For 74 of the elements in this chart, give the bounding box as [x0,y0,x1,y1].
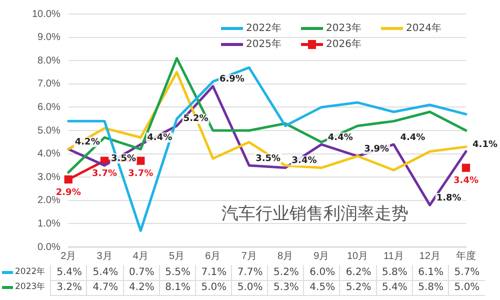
text: 汽车行业销售利润率走势 [221,204,408,224]
legend-label: 2022年 [246,22,282,35]
x-tick-label: 11月 [384,250,404,262]
data-label: 5.8% [376,265,413,281]
data-label: 4.7% [86,280,124,296]
data-label: 5.5% [158,265,196,281]
annotation: 4.4% [400,132,426,143]
annotation: 3.7% [128,169,154,180]
data-label: 5.0% [194,280,232,296]
annotation: 3.4% [454,176,478,186]
annotation: 3.7% [92,169,117,180]
legend-label: 2024年 [406,22,442,35]
data-label: 7.1% [194,265,232,281]
y-tick-label: 5.0% [38,125,60,136]
x-tick-label: 10月 [346,250,368,262]
x-tick-label: 9月 [314,250,330,262]
x-tick-label: 3月 [96,250,112,262]
annotation: 4.2% [74,137,100,148]
data-label: 4.5% [303,280,340,296]
y-tick-label: 3.0% [38,172,60,183]
annotation: 1.8% [436,193,462,204]
x-tick-label: 12月 [419,250,440,262]
annotation: 3.5% [111,154,136,164]
data-label: 6.2% [339,265,377,281]
annotation: 4.4% [328,132,353,143]
data-label: 5.0% [448,280,486,296]
y-tick-label: 9.0% [38,32,60,44]
annotation: 3.4% [292,156,317,166]
data-label: 5.4% [50,265,88,281]
data-label: 5.8% [412,280,449,296]
y-tick-label: 0.0% [38,242,60,253]
x-tick-label: 8月 [277,250,294,262]
point [136,156,145,165]
y-tick-label: 4.0% [38,148,60,160]
annotation: 2.9% [56,188,81,198]
point [462,164,470,172]
text: 2022年 [15,267,46,277]
y-tick-label: 10.0% [32,8,60,20]
data-label: 4.2% [122,280,160,296]
data-label: 5.2% [267,265,304,281]
y-tick-label: 2.0% [38,195,60,206]
data-label: 5.2% [339,280,377,296]
y-tick-label: 8.0% [38,55,60,66]
data-label: 6.1% [412,265,449,281]
data-label: 5.4% [86,265,124,281]
x-tick-label: 年度 [456,250,476,262]
annotation: 3.5% [256,154,281,164]
data-label: 5.7% [448,265,486,281]
annotation: 5.2% [183,114,208,124]
x-tick-label: 5月 [169,250,185,262]
data-label: 0.7% [122,265,160,281]
legend-label: 2023年 [326,22,362,35]
data-label: 3.2% [50,280,88,296]
x-tick-label: 6月 [205,250,221,262]
data-label: 5.4% [376,280,413,296]
x-tick-label: 2月 [60,250,76,262]
data-label: 8.1% [158,280,196,296]
point [64,175,72,184]
data-label: 6.0% [303,265,340,281]
y-tick-label: 7.0% [38,78,60,90]
text: 2023年 [15,282,46,292]
legend-label: 2025年 [246,38,282,51]
x-tick-label: 7月 [241,250,257,262]
legend-label: 2026年 [326,38,362,51]
data-label: 5.0% [231,280,268,296]
annotation: 4.4% [147,132,172,143]
y-tick-label: 6.0% [38,102,60,113]
annotation: 4.1% [472,140,498,150]
data-label: 7.7% [231,265,268,281]
data-label: 5.3% [267,280,304,296]
annotation: 3.9% [364,144,390,154]
annotation: 6.9% [219,74,244,85]
y-tick-label: 1.0% [38,218,60,230]
x-tick-label: 4月 [132,250,148,262]
